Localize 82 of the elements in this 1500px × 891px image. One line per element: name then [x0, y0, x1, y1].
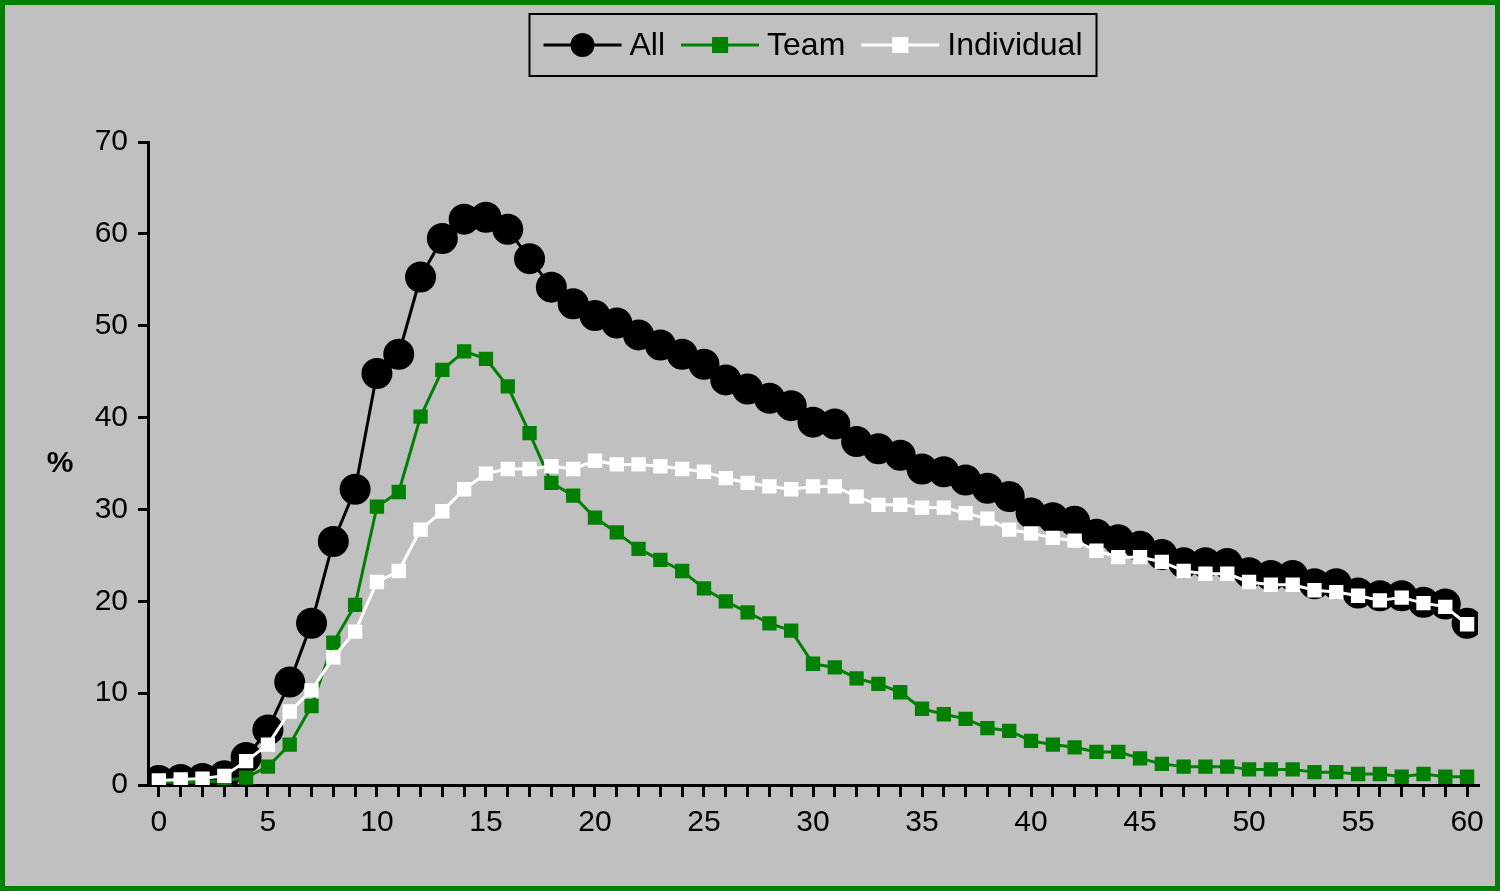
point [740, 605, 755, 620]
point [827, 660, 842, 675]
point [478, 351, 494, 366]
point [260, 759, 276, 774]
legend-label: All [629, 25, 666, 62]
point [347, 597, 363, 613]
point [1067, 740, 1082, 755]
point [893, 685, 908, 700]
y-tick-label: 0 [111, 766, 128, 800]
y-axis-title: % [46, 444, 74, 478]
point [1198, 759, 1213, 774]
x-tick-label: 25 [687, 804, 721, 838]
y-tick-label: 20 [94, 582, 128, 616]
y-tick-label: 50 [94, 306, 128, 340]
point [1045, 737, 1060, 752]
point [1438, 769, 1453, 784]
point [871, 676, 886, 692]
y-tick-label: 10 [94, 674, 128, 708]
point [413, 409, 428, 424]
point [1089, 744, 1104, 760]
point [1176, 759, 1191, 774]
legend-label: Individual [947, 25, 1083, 62]
x-tick-label: 35 [905, 804, 939, 838]
point [587, 510, 603, 525]
point [1394, 769, 1409, 784]
point [522, 426, 537, 441]
x-tick-label: 20 [578, 804, 612, 838]
x-tick-label: 5 [259, 804, 277, 838]
point [1459, 769, 1475, 784]
point [1350, 766, 1366, 782]
point [980, 720, 995, 736]
point [238, 770, 254, 785]
x-tick-label: 10 [360, 804, 394, 838]
point [958, 711, 973, 727]
point [631, 541, 646, 557]
point [718, 594, 733, 609]
point [696, 581, 712, 596]
point [500, 379, 515, 394]
point [609, 525, 624, 540]
point [326, 635, 341, 650]
x-tick-label: 0 [150, 804, 168, 838]
point [849, 671, 864, 686]
y-tick-label: 70 [94, 123, 128, 157]
point [1220, 759, 1235, 774]
point [1329, 764, 1344, 780]
point [435, 362, 450, 377]
legend-label: Team [767, 25, 846, 62]
point [544, 475, 559, 490]
point [936, 707, 951, 722]
point [1002, 723, 1017, 738]
point [566, 488, 581, 503]
point [653, 552, 668, 568]
point [805, 656, 821, 671]
point [369, 499, 385, 514]
point [282, 737, 297, 752]
point [784, 623, 799, 638]
point [675, 563, 690, 579]
point [1263, 762, 1279, 777]
point [914, 701, 930, 716]
x-tick-label: 40 [1014, 804, 1048, 838]
point [456, 344, 472, 359]
point [1285, 762, 1300, 777]
point [762, 616, 777, 631]
point [1154, 756, 1170, 772]
y-tick-label: 30 [94, 490, 128, 524]
point [304, 698, 319, 714]
x-tick-label: 45 [1123, 804, 1157, 838]
point [1023, 733, 1039, 749]
point [391, 484, 406, 500]
x-tick-label: 50 [1232, 804, 1266, 838]
x-tick-label: 55 [1341, 804, 1375, 838]
y-tick-label: 60 [94, 215, 128, 249]
x-tick-label: 60 [1450, 804, 1484, 838]
y-tick-label: 40 [94, 398, 128, 432]
x-tick-label: 15 [469, 804, 503, 838]
point [1132, 751, 1148, 766]
point [1241, 762, 1257, 777]
point [1307, 764, 1322, 780]
point [1372, 766, 1388, 782]
point [1111, 744, 1126, 760]
x-tick-label: 30 [796, 804, 830, 838]
point [1416, 766, 1431, 782]
